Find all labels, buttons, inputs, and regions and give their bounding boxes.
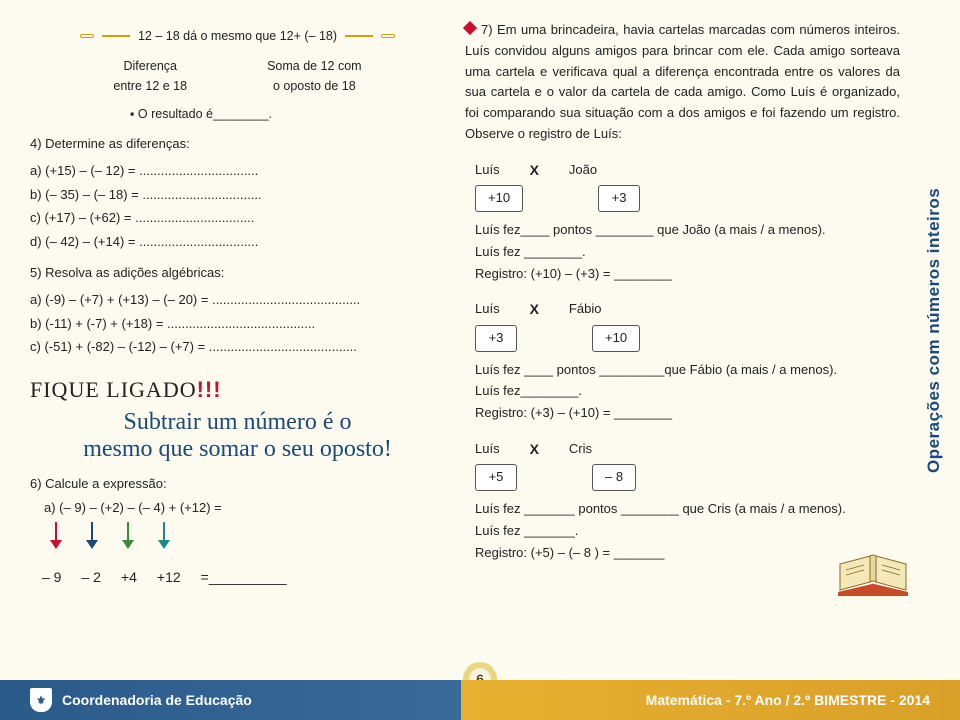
flow-box-left (80, 34, 94, 38)
q7-text: 7) Em uma brincadeira, havia cartelas ma… (465, 22, 900, 141)
tip-script: Subtrair um número é o mesmo que somar o… (30, 409, 445, 462)
card-value: +3 (598, 185, 640, 212)
page-footer: ⚜ Coordenadoria de Educação Matemática -… (0, 680, 960, 720)
player-joao: João (569, 160, 597, 181)
arrow-down-icon (48, 522, 64, 550)
diff-line1: Diferença (113, 56, 187, 76)
joao-line1: Luís fez____ pontos ________ que João (a… (475, 220, 900, 241)
calc-row: – 9 – 2 +4 +12 =__________ (42, 566, 445, 588)
card-value: +5 (475, 464, 517, 491)
flow-connector-left (102, 35, 130, 37)
q5a: a) (-9) – (+7) + (+13) – (– 20) = ......… (30, 290, 445, 311)
val-row-cris: +5 – 8 (475, 464, 900, 491)
card-value: +10 (592, 325, 640, 352)
flow-center-text: 12 – 18 dá o mesmo que 12+ (– 18) (138, 26, 337, 46)
player-luis: Luís (475, 299, 500, 320)
q4d: d) (– 42) – (+14) = ....................… (30, 232, 445, 253)
val-row-fabio: +3 +10 (475, 325, 900, 352)
calc-term: – 2 (81, 566, 100, 588)
player-cris: Cris (569, 439, 592, 460)
card-value: +10 (475, 185, 523, 212)
right-column: 7) Em uma brincadeira, havia cartelas ma… (465, 20, 900, 640)
footer-right-text: Matemática - 7.º Ano / 2.º BIMESTRE - 20… (646, 692, 930, 708)
game-row-cris: Luís X Cris (475, 438, 900, 460)
footer-left: ⚜ Coordenadoria de Educação (30, 688, 252, 712)
content-columns: 12 – 18 dá o mesmo que 12+ (– 18) Difere… (30, 20, 930, 640)
q6-head: 6) Calcule a expressão: (30, 474, 445, 495)
q4-head: 4) Determine as diferenças: (30, 134, 445, 155)
tip-line1: Subtrair um número é o (30, 409, 445, 435)
arrow-row (48, 522, 445, 550)
player-luis: Luís (475, 439, 500, 460)
q4c: c) (+17) – (+62) = .....................… (30, 208, 445, 229)
left-column: 12 – 18 dá o mesmo que 12+ (– 18) Difere… (30, 20, 445, 640)
versus-x: X (530, 298, 539, 320)
versus-x: X (530, 438, 539, 460)
q6a: a) (– 9) – (+2) – (– 4) + (+12) = (44, 498, 445, 519)
card-value: – 8 (592, 464, 636, 491)
fique-ligado-heading: FIQUE LIGADO!!! (30, 372, 445, 407)
q5-head: 5) Resolva as adições algébricas: (30, 263, 445, 284)
q5b: b) (-11) + (-7) + (+18) = ..............… (30, 314, 445, 335)
calc-result: =__________ (201, 566, 287, 588)
val-row-joao: +10 +3 (475, 185, 900, 212)
sidebar-title: Operações com números inteiros (924, 10, 952, 650)
card-value: +3 (475, 325, 517, 352)
fique-exclaim: !!! (197, 377, 222, 402)
soma-line2: o oposto de 18 (267, 76, 362, 96)
arrow-down-icon (120, 522, 136, 550)
game-row-fabio: Luís X Fábio (475, 298, 900, 320)
diff-label: Diferença entre 12 e 18 (113, 56, 187, 96)
q4a: a) (+15) – (– 12) = ....................… (30, 161, 445, 182)
arrow-down-icon (84, 522, 100, 550)
crest-icon: ⚜ (30, 688, 52, 712)
versus-x: X (530, 159, 539, 181)
fabio-line2: Luís fez________. (475, 381, 900, 402)
cris-line1: Luís fez _______ pontos ________ que Cri… (475, 499, 900, 520)
calc-term: +4 (121, 566, 137, 588)
q5c: c) (-51) + (-82) – (-12) – (+7) = ......… (30, 337, 445, 358)
flow-connector-right (345, 35, 373, 37)
fabio-line1: Luís fez ____ pontos _________que Fábio … (475, 360, 900, 381)
diff-soma-labels: Diferença entre 12 e 18 Soma de 12 com o… (30, 56, 445, 96)
diamond-icon (463, 21, 477, 35)
joao-line2: Luís fez ________. (475, 242, 900, 263)
diff-line2: entre 12 e 18 (113, 76, 187, 96)
flow-diagram: 12 – 18 dá o mesmo que 12+ (– 18) (30, 26, 445, 46)
player-fabio: Fábio (569, 299, 602, 320)
footer-left-text: Coordenadoria de Educação (62, 692, 252, 708)
soma-label: Soma de 12 com o oposto de 18 (267, 56, 362, 96)
fique-text: FIQUE LIGADO (30, 377, 197, 402)
result-blank: ▪ O resultado é________. (130, 104, 445, 124)
book-icon (836, 548, 910, 600)
tip-line2: mesmo que somar o seu oposto! (30, 436, 445, 462)
cris-line2: Luís fez _______. (475, 521, 900, 542)
flow-box-right (381, 34, 395, 38)
soma-line1: Soma de 12 com (267, 56, 362, 76)
q4b: b) (– 35) – (– 18) = ...................… (30, 185, 445, 206)
fabio-line3: Registro: (+3) – (+10) = ________ (475, 403, 900, 424)
calc-term: +12 (157, 566, 181, 588)
calc-term: – 9 (42, 566, 61, 588)
game-row-joao: Luís X João (475, 159, 900, 181)
worksheet-page: 12 – 18 dá o mesmo que 12+ (– 18) Difere… (0, 0, 960, 720)
arrow-down-icon (156, 522, 172, 550)
joao-line3: Registro: (+10) – (+3) = ________ (475, 264, 900, 285)
player-luis: Luís (475, 160, 500, 181)
q7-paragraph: 7) Em uma brincadeira, havia cartelas ma… (465, 20, 900, 145)
